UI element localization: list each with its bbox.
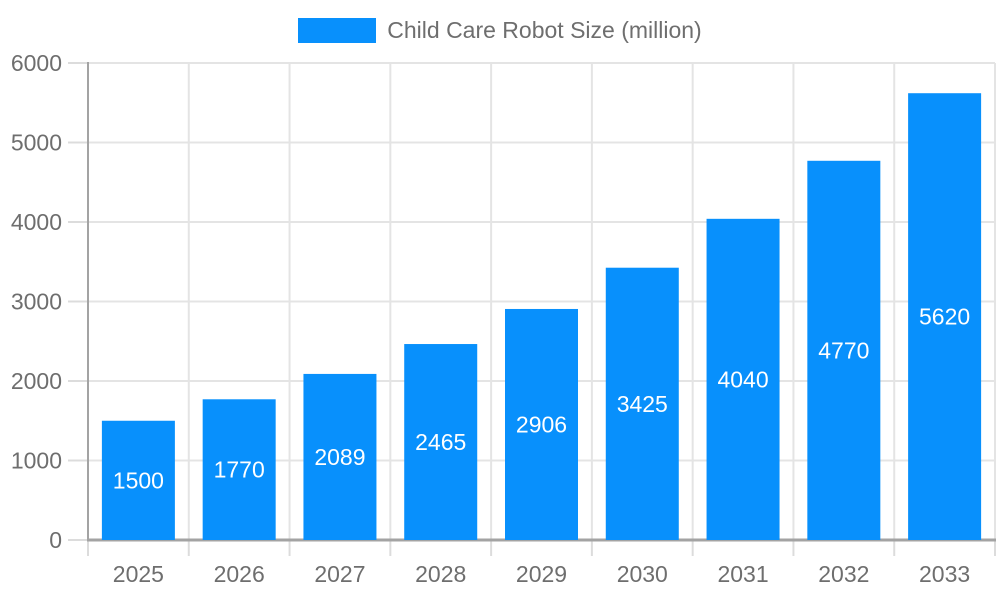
bar-value-label: 5620 [919,304,970,330]
x-axis-label: 2029 [516,561,567,587]
y-axis-label: 2000 [11,368,62,394]
x-axis-label: 2032 [818,561,869,587]
bar-value-label: 1770 [214,457,265,483]
x-axis-label: 2030 [617,561,668,587]
bar-2026[interactable] [202,399,276,540]
x-axis-label: 2028 [415,561,466,587]
bar-value-label: 2089 [314,444,365,470]
x-axis-label: 2027 [314,561,365,587]
bar-value-label: 4040 [717,366,768,392]
bar-2031[interactable] [706,218,780,540]
legend-label[interactable]: Child Care Robot Size (million) [387,17,702,43]
x-axis-label: 2031 [717,561,768,587]
bar-value-label: 2906 [516,411,567,437]
y-axis-label: 6000 [11,50,62,76]
y-axis-label: 3000 [11,289,62,315]
bar-2029[interactable] [505,308,578,540]
x-axis-label: 2025 [113,561,164,587]
legend: Child Care Robot Size (million) [0,18,1000,43]
bar-value-label: 2465 [415,429,466,455]
bar-2028[interactable] [404,344,478,540]
y-axis-label: 1000 [11,448,62,474]
x-axis-label: 2033 [919,561,970,587]
bar-value-label: 1500 [113,467,164,493]
y-axis-label: 4000 [11,209,62,235]
legend-swatch[interactable] [298,18,377,43]
bar-2025[interactable] [101,420,175,540]
y-axis-label: 5000 [11,130,62,156]
bar-value-label: 4770 [818,337,869,363]
y-axis-label: 0 [49,527,62,553]
bar-2030[interactable] [605,267,679,540]
x-axis-label: 2026 [214,561,265,587]
bar-2032[interactable] [807,160,881,540]
bar-2027[interactable] [303,373,377,540]
bar-value-label: 3425 [617,391,668,417]
bar-2033[interactable] [908,93,982,541]
